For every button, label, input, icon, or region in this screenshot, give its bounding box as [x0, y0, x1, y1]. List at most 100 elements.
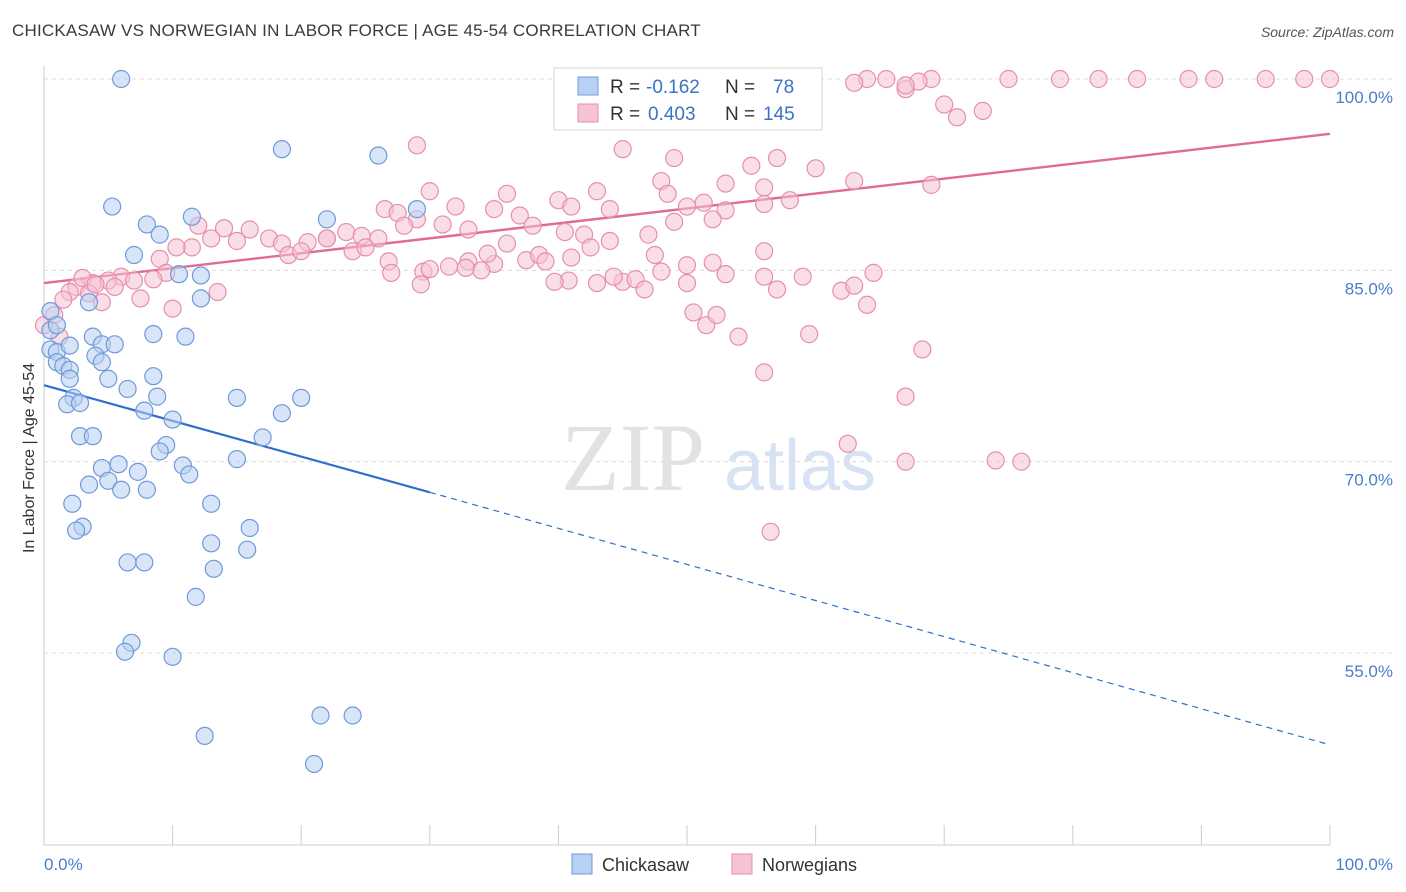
legend-n-label-1: N =: [725, 104, 755, 125]
legend-swatch-norwegians: [577, 103, 599, 123]
chickasaw-point-2: [369, 146, 388, 165]
norwegian-point-96: [420, 259, 439, 279]
norwegian-point-104: [652, 262, 671, 281]
chickasaw-point-21: [60, 369, 79, 388]
chickasaw-point-0: [112, 69, 131, 89]
norwegian-point-148: [545, 272, 564, 291]
chickasaw-point-11: [191, 266, 210, 285]
chickasaw-point-40: [272, 404, 292, 423]
chickasaw-point-46: [227, 450, 246, 469]
norwegian-point-58: [703, 210, 722, 229]
bottom-legend-label-chickasaw: Chickasaw: [602, 855, 690, 875]
norwegian-point-145: [356, 238, 375, 257]
chickasaw-point-55: [137, 480, 156, 499]
norwegian-point-24: [767, 148, 787, 168]
norwegian-point-120: [845, 276, 864, 295]
chickasaw-point-48: [109, 455, 128, 474]
norwegian-point-9: [1205, 69, 1224, 89]
chickasaw-points: [41, 69, 427, 774]
norwegian-point-113: [767, 280, 787, 299]
norwegian-point-109: [635, 280, 654, 299]
norwegian-point-44: [755, 194, 774, 214]
norwegian-point-73: [167, 238, 186, 257]
chickasaw-point-32: [148, 387, 167, 406]
chickasaw-point-61: [202, 534, 221, 553]
chickasaw-point-53: [79, 475, 99, 494]
norwegian-point-110: [755, 242, 774, 261]
norwegian-point-141: [208, 282, 227, 302]
chickasaw-point-49: [128, 462, 147, 481]
chickasaw-point-13: [79, 293, 99, 312]
norwegian-point-89: [478, 244, 497, 263]
chickasaw-point-36: [135, 401, 154, 420]
norwegian-point-130: [1012, 452, 1031, 471]
legend-n-value-0: 78: [773, 77, 794, 98]
chickasaw-point-42: [83, 427, 102, 446]
norwegian-point-56: [639, 225, 658, 244]
chickasaw-point-44: [150, 442, 169, 461]
norwegian-point-4: [999, 69, 1018, 89]
y-tick-label-3: 55.0%: [1345, 662, 1393, 681]
norwegian-point-28: [755, 178, 774, 197]
norwegian-point-140: [163, 299, 182, 318]
chickasaw-point-8: [407, 200, 427, 219]
norwegian-point-92: [439, 257, 459, 276]
chickasaw-point-64: [135, 553, 154, 572]
norwegian-point-8: [1179, 69, 1198, 89]
norwegian-point-101: [645, 245, 664, 265]
norwegian-point-98: [536, 252, 555, 271]
norwegian-point-111: [755, 267, 774, 286]
chickasaw-point-37: [163, 410, 182, 429]
chickasaw-point-26: [144, 325, 163, 344]
norwegian-point-83: [54, 290, 73, 309]
y-tick-label-1: 85.0%: [1345, 279, 1393, 298]
bottom-legend-swatch-norwegians: [731, 853, 753, 875]
chickasaw-trend-solid: [43, 384, 431, 494]
norwegian-point-119: [729, 327, 748, 346]
norwegian-point-125: [755, 363, 774, 382]
norwegian-point-16: [896, 76, 915, 95]
norwegian-point-11: [1295, 69, 1314, 89]
legend-n-value-1: 145: [763, 104, 795, 125]
norwegian-point-126: [896, 387, 915, 406]
chickasaw-point-73: [304, 754, 324, 774]
chickasaw-point-4: [137, 215, 156, 234]
chickasaw-point-39: [292, 388, 311, 407]
bottom-legend-swatch-chickasaw: [571, 853, 593, 875]
norwegian-point-69: [214, 219, 234, 238]
chickasaw-point-59: [67, 521, 86, 540]
norwegian-point-45: [780, 191, 799, 210]
norwegians-points: [34, 69, 1340, 541]
norwegian-point-132: [761, 522, 780, 541]
norwegian-point-23: [742, 156, 761, 175]
norwegian-point-31: [420, 182, 439, 201]
norwegian-point-6: [1089, 69, 1108, 89]
norwegian-point-36: [485, 200, 504, 219]
norwegian-point-18: [947, 108, 967, 127]
norwegian-point-147: [456, 258, 475, 277]
series-legend: Chickasaw Norwegians: [571, 853, 857, 875]
norwegian-point-114: [793, 267, 812, 286]
legend-r-label-0: R =: [610, 77, 640, 98]
chickasaw-point-71: [343, 706, 362, 725]
y-axis-title: In Labor Force | Age 45-54: [21, 363, 38, 553]
norwegian-point-29: [845, 171, 864, 191]
legend-r-label-1: R =: [610, 104, 640, 125]
norwegian-point-2: [877, 69, 896, 89]
watermark-zip: ZIP: [561, 404, 705, 511]
legend-n-label-0: N =: [725, 77, 755, 98]
norwegian-point-25: [806, 159, 825, 178]
norwegian-point-19: [973, 101, 992, 120]
chickasaw-point-31: [118, 379, 137, 399]
norwegian-point-12: [1320, 69, 1340, 89]
norwegian-point-97: [472, 261, 491, 280]
norwegian-point-17: [935, 95, 954, 114]
norwegian-point-99: [581, 238, 600, 257]
bottom-legend-label-norwegians: Norwegians: [762, 855, 857, 875]
norwegian-point-131: [913, 340, 932, 359]
y-tick-label-0: 100.0%: [1335, 88, 1393, 107]
chickasaw-point-3: [103, 197, 122, 216]
norwegian-point-143: [292, 242, 311, 261]
chickasaw-point-68: [115, 642, 135, 661]
